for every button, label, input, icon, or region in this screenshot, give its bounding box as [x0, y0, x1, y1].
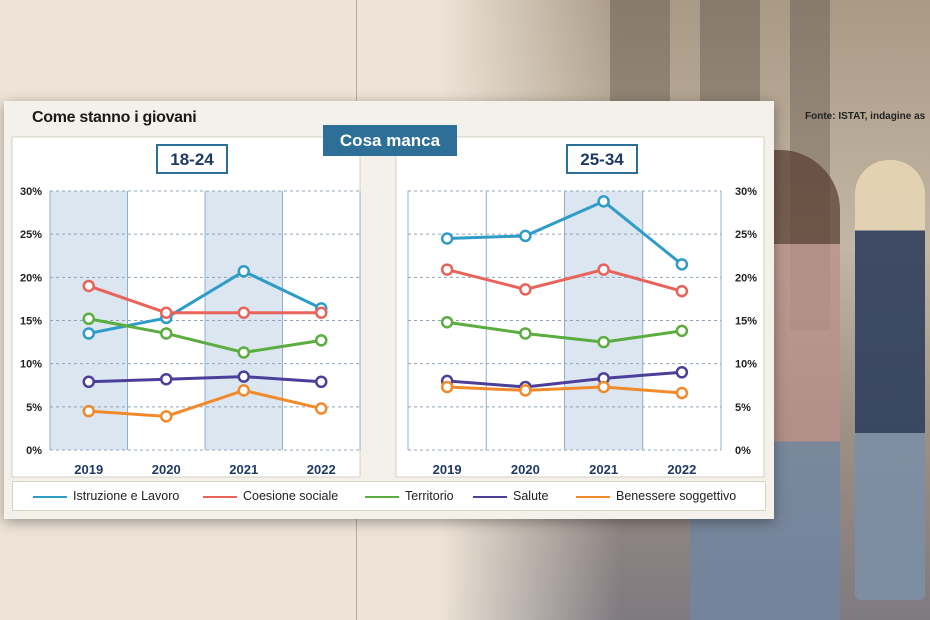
data-point-salute [315, 375, 328, 389]
data-point-benessere [597, 380, 610, 394]
x-tick-label: 2019 [433, 462, 462, 477]
data-point-benessere [440, 380, 454, 394]
x-tick-label: 2021 [589, 462, 618, 477]
legend-item: Territorio [365, 489, 454, 503]
data-point-salute [82, 375, 95, 389]
legend-item: Istruzione e Lavoro [33, 489, 179, 503]
data-point-territorio [440, 315, 454, 329]
data-point-coesione [237, 306, 250, 319]
data-point-benessere [82, 404, 95, 418]
data-point-benessere [160, 410, 173, 423]
series-line-territorio [88, 317, 322, 354]
series-line-salute [447, 370, 682, 389]
data-point-istruzione [675, 258, 689, 271]
x-tick-label: 2020 [152, 462, 181, 477]
legend-swatch [473, 495, 507, 498]
data-point-benessere [675, 386, 689, 400]
legend-label: Istruzione e Lavoro [73, 489, 180, 503]
x-tick-label: 2022 [307, 462, 336, 477]
data-point-territorio [675, 324, 689, 338]
panel-title-box [566, 144, 638, 174]
y-tick-label: 30% [735, 186, 757, 198]
legend-label: Benessere soggettivo [616, 489, 737, 503]
legend-label: Coesione sociale [243, 489, 339, 503]
series-line-coesione [446, 268, 683, 293]
y-tick-label: 20% [735, 272, 757, 284]
y-tick-label: 25% [735, 229, 757, 241]
x-tick-label: 2021 [229, 462, 258, 477]
y-tick-label: 20% [20, 272, 42, 284]
series-line-coesione [88, 284, 322, 315]
data-point-territorio [597, 335, 610, 349]
data-point-benessere [315, 402, 328, 415]
chart-panel-25-34: 0% 5% 10% 15% 20% 25% 30% 2019 2020 2021 2022 25-34 [395, 136, 765, 478]
legend-item: Benessere soggettivo [576, 489, 736, 503]
y-tick-label: 15% [735, 316, 757, 328]
y-tick-label: 0% [735, 445, 751, 457]
data-point-istruzione [82, 327, 95, 340]
data-point-salute [160, 372, 173, 386]
legend-label: Salute [513, 489, 549, 503]
legend-swatch [365, 495, 399, 498]
legend-swatch [576, 495, 610, 498]
legend-swatch [33, 495, 67, 498]
section-badge: Cosa manca [323, 125, 457, 156]
y-tick-label: 10% [20, 359, 42, 371]
legend: Istruzione e Lavoro Coesione sociale Terri… [12, 481, 766, 511]
panel-title-box [156, 144, 228, 174]
panel-title: 18-24 [170, 150, 214, 169]
data-point-istruzione [237, 265, 250, 278]
x-tick-label: 2019 [74, 462, 103, 477]
legend-item: Coesione sociale [203, 489, 338, 503]
y-tick-label: 10% [735, 359, 757, 371]
data-point-istruzione [519, 229, 532, 243]
data-point-coesione [82, 279, 95, 293]
person-figure [855, 160, 925, 600]
data-point-territorio [519, 327, 532, 340]
chart-panel-18-24: 0% 5% 10% 15% 20% 25% 30% 2019 2020 2021 2022 18-24 [11, 136, 361, 478]
y-tick-label: 5% [735, 402, 751, 414]
x-tick-label: 2020 [511, 462, 540, 477]
x-tick-label: 2022 [667, 462, 696, 477]
data-point-coesione [160, 306, 173, 319]
data-point-istruzione [597, 195, 610, 208]
data-point-salute [237, 370, 250, 383]
data-point-territorio [237, 346, 250, 359]
data-point-territorio [315, 334, 328, 347]
data-point-territorio [82, 312, 95, 326]
panel-title: 25-34 [580, 150, 624, 169]
source-note: Fonte: ISTAT, indagine as [805, 111, 926, 122]
data-point-benessere [237, 384, 250, 397]
y-tick-label: 30% [20, 186, 42, 198]
card-title: Come stanno i giovani [32, 109, 197, 126]
legend-label: Territorio [405, 489, 454, 503]
data-point-coesione [675, 284, 689, 298]
y-tick-label: 15% [20, 316, 42, 328]
data-point-benessere [519, 384, 532, 397]
data-point-coesione [597, 263, 610, 276]
series-line-benessere [447, 385, 682, 395]
data-point-coesione [519, 283, 532, 296]
charts-area: 0% 5% 10% 15% 20% 25% 30% 2019 2020 2021 2022 18-24… [11, 136, 765, 478]
infographic-card: Come stanno i giovani Cosa manca 0% 5% 10%… [4, 101, 774, 519]
series-line-territorio [446, 320, 683, 344]
series-line-salute [88, 375, 322, 384]
y-tick-label: 0% [26, 445, 42, 457]
data-point-coesione [315, 306, 328, 319]
data-point-istruzione [440, 232, 454, 245]
y-tick-label: 25% [20, 229, 42, 241]
data-point-salute [675, 366, 689, 379]
legend-item: Salute [473, 489, 548, 503]
y-tick-label: 5% [26, 402, 42, 414]
data-point-territorio [160, 327, 173, 340]
series-line-benessere [88, 388, 322, 418]
series-line-istruzione [447, 199, 683, 266]
data-point-coesione [440, 263, 454, 276]
legend-swatch [203, 495, 237, 498]
